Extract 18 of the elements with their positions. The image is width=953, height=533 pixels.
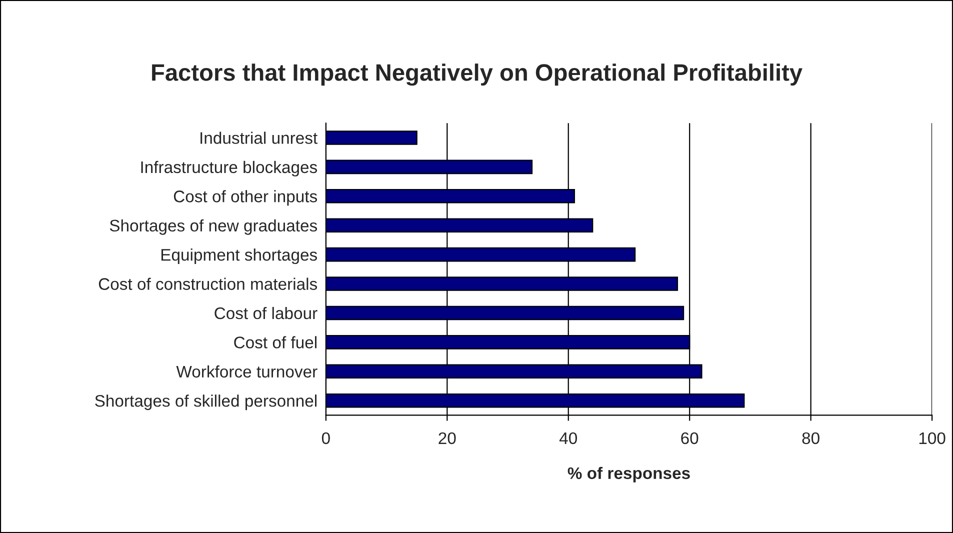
y-tick-label: Infrastructure blockages	[141, 160, 318, 176]
x-tick-label: 20	[438, 432, 456, 444]
x-tick-label: 80	[802, 432, 820, 444]
y-tick-label: Industrial unrest	[200, 132, 318, 144]
x-axis-title: % of responses	[568, 466, 690, 482]
y-tick-label: Cost of construction materials	[98, 278, 318, 290]
y-tick-label: Cost of fuel	[234, 336, 316, 348]
chart-title: Factors that Impact Negatively on Operational Profitability	[152, 64, 802, 86]
x-tick-label: 0	[322, 432, 330, 444]
y-tick-label: Workforce turnover	[176, 365, 318, 378]
x-tick-label: 40	[559, 432, 577, 444]
x-tick-label: 60	[681, 432, 698, 444]
y-tick-label: Shortages of new graduates	[110, 219, 318, 235]
x-tick-label: 100	[919, 432, 946, 444]
y-tick-label: Cost of labour	[214, 306, 318, 320]
y-tick-label: Shortages of skilled personnel	[95, 394, 316, 410]
y-tick-label: Cost of other inputs	[174, 190, 317, 206]
y-tick-label: Equipment shortages	[161, 248, 317, 264]
